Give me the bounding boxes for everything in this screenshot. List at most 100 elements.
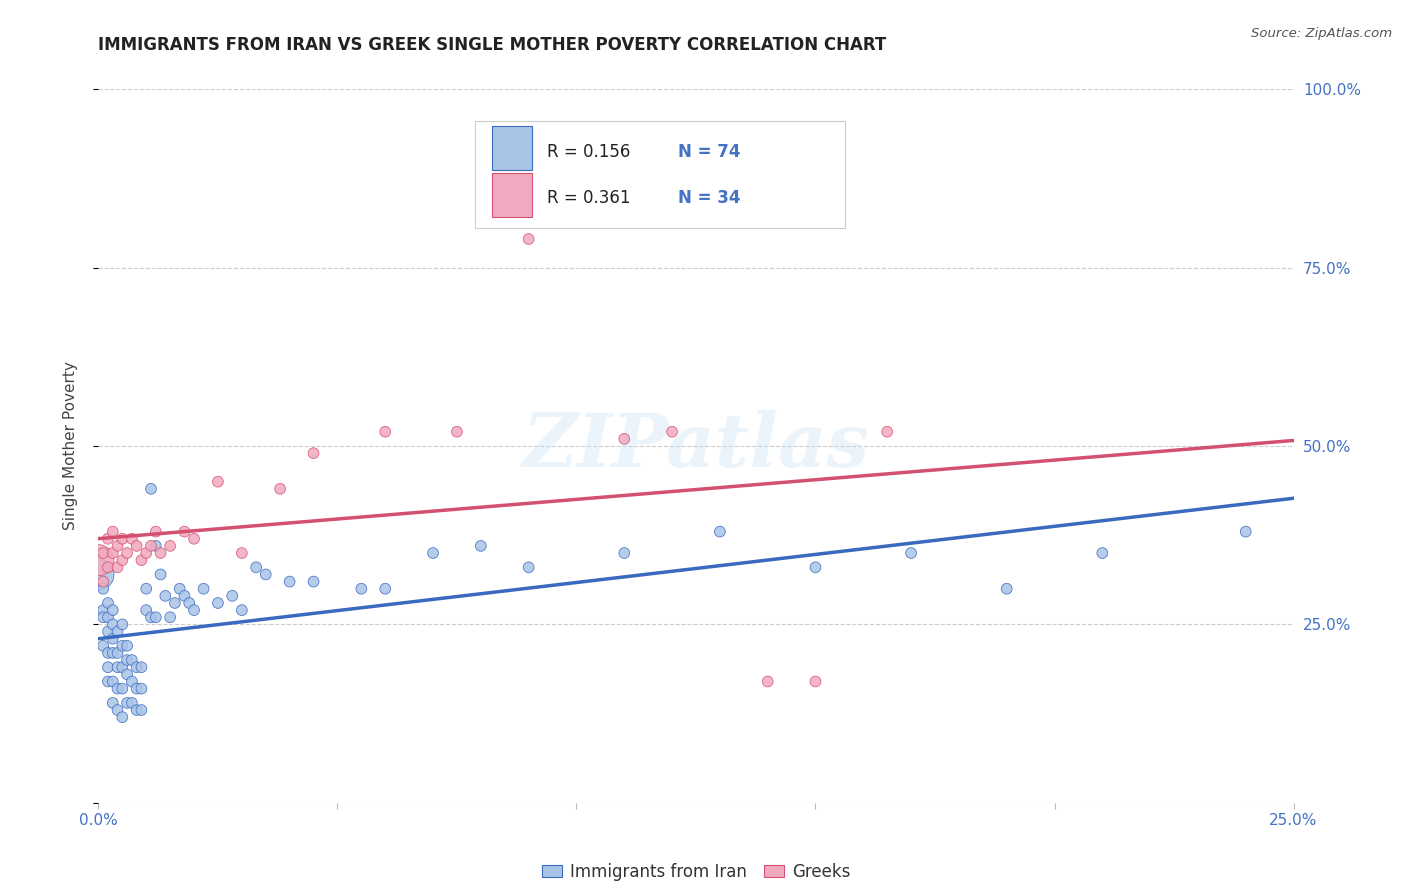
Point [193,582,215,596]
Point [107,624,129,639]
Point [145,524,167,539]
Point [159,539,181,553]
Point [135,582,157,596]
Point [107,660,129,674]
Point [446,425,468,439]
Point [183,603,205,617]
Point [231,546,253,560]
Point [374,582,396,596]
Point [207,596,229,610]
Point [245,560,267,574]
Point [804,560,827,574]
Point [302,574,325,589]
Point [131,660,153,674]
Point [269,482,291,496]
FancyBboxPatch shape [475,121,845,228]
Point [145,539,167,553]
Text: N = 34: N = 34 [678,189,741,207]
Text: R = 0.361: R = 0.361 [547,189,630,207]
Point [97,674,120,689]
Point [101,646,124,660]
Point [278,574,301,589]
Point [159,610,181,624]
Point [121,653,143,667]
Point [87,567,110,582]
Point [709,524,731,539]
Point [231,603,253,617]
Point [97,560,120,574]
Point [91,639,114,653]
Point [169,582,191,596]
Point [179,596,201,610]
Point [97,610,120,624]
Point [91,574,114,589]
FancyBboxPatch shape [492,173,533,217]
Point [1234,524,1257,539]
Point [97,532,120,546]
Point [115,546,138,560]
Point [139,539,162,553]
Point [107,539,129,553]
Point [115,653,138,667]
Point [101,696,124,710]
Point [101,617,124,632]
Y-axis label: Single Mother Poverty: Single Mother Poverty [63,361,77,531]
Point [125,539,148,553]
Point [91,582,114,596]
Point [613,546,636,560]
Point [149,567,172,582]
Point [613,432,636,446]
Point [111,681,134,696]
Point [254,567,277,582]
Point [91,610,114,624]
Point [173,524,195,539]
Point [111,710,134,724]
Point [221,589,243,603]
Point [115,639,138,653]
Point [1091,546,1114,560]
Point [756,674,779,689]
Point [97,624,120,639]
Point [145,610,167,624]
Point [87,553,110,567]
Point [163,596,186,610]
Point [111,639,134,653]
Text: R = 0.156: R = 0.156 [547,143,630,161]
Text: N = 74: N = 74 [678,143,741,161]
Point [470,539,492,553]
Point [422,546,444,560]
Legend: Immigrants from Iran, Greeks: Immigrants from Iran, Greeks [536,856,856,888]
Point [101,632,124,646]
Point [101,524,124,539]
Point [995,582,1018,596]
Point [131,553,153,567]
Point [101,546,124,560]
Point [131,703,153,717]
Point [97,646,120,660]
Point [111,660,134,674]
Point [876,425,898,439]
Point [155,589,177,603]
Point [115,667,138,681]
Point [91,546,114,560]
Text: ZIPatlas: ZIPatlas [523,409,869,483]
Point [517,232,540,246]
Point [107,681,129,696]
Point [804,674,827,689]
Point [125,703,148,717]
Point [207,475,229,489]
Point [111,532,134,546]
Point [111,553,134,567]
Point [125,681,148,696]
Point [97,596,120,610]
Point [107,646,129,660]
Point [97,660,120,674]
Point [125,660,148,674]
Point [302,446,325,460]
Point [111,617,134,632]
Point [91,603,114,617]
Point [139,482,162,496]
Point [139,610,162,624]
Point [107,560,129,574]
Point [517,560,540,574]
